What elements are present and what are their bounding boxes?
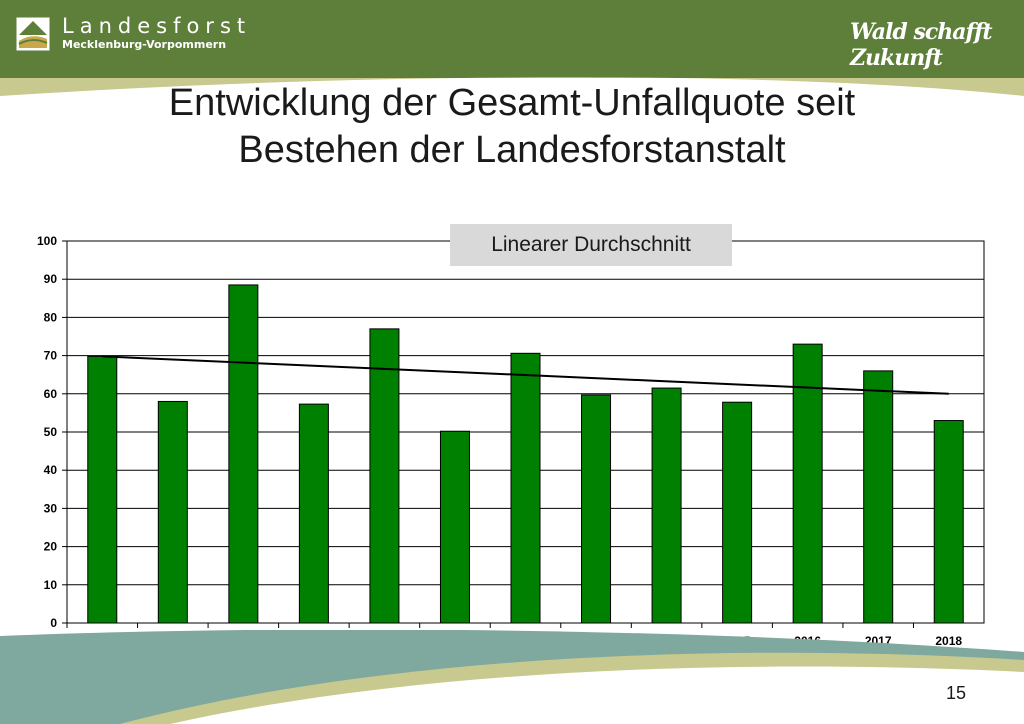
trendline: [102, 355, 949, 395]
slide-title-line1: Entwicklung der Gesamt-Unfallquote seit: [168, 82, 856, 124]
page-number: 15: [945, 683, 967, 703]
bar-2014: [651, 387, 682, 624]
bar-2007: [157, 400, 188, 624]
bar-2017: [863, 370, 894, 624]
y-tick-label: 0: [50, 616, 57, 630]
bar-2010: [369, 328, 400, 624]
legend-trendline-label: Linearer Durchschnitt: [450, 224, 732, 266]
slide-title-line2: Bestehen der Landesforstanstalt: [238, 129, 786, 171]
y-tick-label: 20: [44, 540, 58, 554]
header-band: [0, 0, 1024, 96]
y-tick-label: 70: [44, 349, 58, 363]
y-tick-label: 50: [44, 425, 58, 439]
slogan: Wald schafft Zukunft: [850, 19, 993, 71]
bar-2012: [510, 352, 541, 624]
bar-2015: [722, 401, 753, 624]
slide-title: Entwicklung der Gesamt-Unfallquote seit …: [0, 80, 1024, 174]
bar-2006: [87, 355, 118, 624]
bar-2011: [439, 430, 470, 624]
bar-2008: [228, 284, 259, 624]
y-tick-label: 100: [37, 234, 57, 248]
y-tick-label: 40: [44, 463, 58, 477]
bar-2018: [933, 420, 964, 624]
y-tick-label: 30: [44, 501, 58, 515]
y-tick-label: 80: [44, 310, 58, 324]
y-tick-label: 60: [44, 387, 58, 401]
bar-2016: [792, 343, 823, 624]
footer-band: [0, 630, 1024, 724]
landesforst-logo-icon: [16, 17, 50, 51]
logo-title: Landesforst: [62, 14, 252, 38]
y-tick-label: 10: [44, 578, 58, 592]
logo-subtitle: Mecklenburg-Vorpommern: [62, 38, 227, 51]
y-tick-label: 90: [44, 272, 58, 286]
bar-2013: [581, 394, 612, 624]
x-tick-label: 2018: [935, 634, 962, 648]
bar-2009: [298, 403, 329, 624]
